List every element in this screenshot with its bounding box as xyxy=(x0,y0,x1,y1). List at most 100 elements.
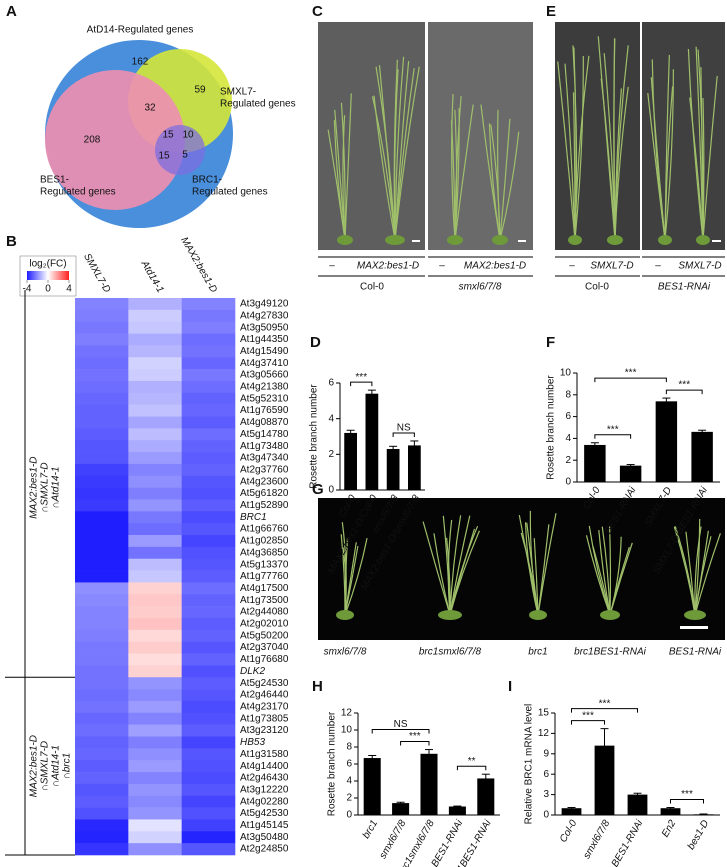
row-label: At4g23600 xyxy=(240,476,289,487)
heatmap-cell xyxy=(128,724,182,737)
venn-set-name: AtD14-Regulated genes xyxy=(87,25,194,36)
bar xyxy=(420,753,438,815)
heatmap-cell xyxy=(128,452,182,465)
heatmap-cell xyxy=(181,689,236,702)
colorbar-tick-label: -4 xyxy=(23,284,32,295)
panel-letter: D xyxy=(310,334,321,351)
heatmap-cell xyxy=(181,724,236,737)
row-label: At4g27830 xyxy=(240,310,289,321)
legend-box xyxy=(19,255,77,297)
heatmap-cell xyxy=(128,321,182,334)
plant-stem xyxy=(450,120,456,241)
significance-bracket xyxy=(350,381,373,387)
plant-stem xyxy=(694,530,709,616)
plant-stem xyxy=(394,56,405,241)
heatmap-cell xyxy=(75,665,129,678)
venn-set xyxy=(45,70,185,210)
heatmap-cell xyxy=(75,783,129,797)
plant-stem xyxy=(449,528,476,616)
row-label: At2g37760 xyxy=(240,464,289,475)
heatmap-cell xyxy=(181,345,236,358)
heatmap-cell xyxy=(75,807,129,820)
venn-set-name: Regulated genes xyxy=(192,187,268,198)
heatmap-cell xyxy=(128,392,182,405)
plant-stem xyxy=(557,61,576,241)
row-label: At5g42530 xyxy=(240,808,289,819)
heatmap-cell xyxy=(128,535,182,548)
y-tick-label: 0 xyxy=(346,810,352,821)
heatmap-cell xyxy=(128,333,182,346)
y-tick-label: 2 xyxy=(346,793,352,804)
plant-stem xyxy=(694,526,702,616)
venn-set-name: BES1- xyxy=(40,175,69,186)
row-label: At4g21380 xyxy=(240,382,289,393)
photo xyxy=(555,22,640,250)
bar xyxy=(392,803,410,815)
row-label: At1g02850 xyxy=(240,536,289,547)
rosette xyxy=(684,610,706,620)
venn-set xyxy=(155,125,205,175)
significance-label: *** xyxy=(607,424,619,435)
y-tick-label: 3 xyxy=(543,789,549,800)
heatmap-cell xyxy=(181,404,236,417)
group-label: Col-0 xyxy=(585,282,609,293)
colorbar-tick-label: 4 xyxy=(66,284,72,295)
rosette xyxy=(336,610,354,620)
heatmap-cell xyxy=(75,392,129,405)
heatmap-cell xyxy=(128,369,182,382)
y-tick-label: 4 xyxy=(328,413,334,424)
heatmap-cell xyxy=(181,819,236,832)
panel-letter: C xyxy=(312,3,323,20)
row-label: At4g37410 xyxy=(240,358,289,369)
heatmap-cell xyxy=(128,712,182,725)
rosette xyxy=(438,610,462,620)
row-label: BRC1 xyxy=(240,512,267,523)
row-label: HB53 xyxy=(240,737,265,748)
row-label: At5g14780 xyxy=(240,429,289,440)
group-label: MAX2:bes1-D xyxy=(29,735,40,797)
group-label: ∩SMXL7-D xyxy=(40,741,51,792)
panel-letter: H xyxy=(312,678,323,695)
rosette xyxy=(600,610,620,620)
heatmap-cell xyxy=(128,463,182,477)
genotype-label: SMXL7-D xyxy=(590,261,633,272)
row-label: At2g46440 xyxy=(240,690,289,701)
rosette xyxy=(385,235,405,245)
plant-stem xyxy=(334,109,346,241)
heatmap-cell xyxy=(75,440,129,453)
heatmap-cell xyxy=(128,617,182,631)
heatmap-cell xyxy=(181,333,236,346)
plant-stem xyxy=(694,533,721,616)
heatmap-cell xyxy=(128,416,182,429)
heatmap-cell xyxy=(75,689,129,702)
venn-count: 10 xyxy=(182,130,194,141)
heatmap-cell xyxy=(128,783,182,797)
plant-stem xyxy=(533,538,539,616)
y-tick-label: 6 xyxy=(328,378,334,389)
significance-bracket xyxy=(371,729,430,734)
heatmap-cell xyxy=(181,535,236,548)
heatmap-cell xyxy=(75,629,129,642)
heatmap-cell xyxy=(181,309,236,323)
heatmap-cell xyxy=(128,629,182,642)
row-label: At1g73480 xyxy=(240,441,289,452)
heatmap-cell xyxy=(181,428,236,441)
heatmap-cell xyxy=(181,570,236,583)
heatmap-cell xyxy=(75,700,129,714)
panel-letter: A xyxy=(6,3,17,20)
plant-stem xyxy=(433,533,451,616)
column-header: SMXL7-D xyxy=(81,252,112,295)
plant-stem xyxy=(449,515,462,616)
heatmap-cell xyxy=(75,487,129,500)
photo-caption: brc1BES1-RNAi xyxy=(574,647,646,658)
genotype-label: – xyxy=(439,261,445,272)
heatmap-cell xyxy=(128,795,182,808)
significance-label: *** xyxy=(582,710,594,721)
plant-stem xyxy=(674,526,696,616)
heatmap-cell xyxy=(75,463,129,477)
panel-letter: E xyxy=(546,3,556,20)
photo-caption: brc1smxl6/7/8 xyxy=(419,647,482,658)
row-label: At3g05660 xyxy=(240,370,289,381)
plant-stem xyxy=(344,538,349,616)
plant-stem xyxy=(664,69,674,241)
